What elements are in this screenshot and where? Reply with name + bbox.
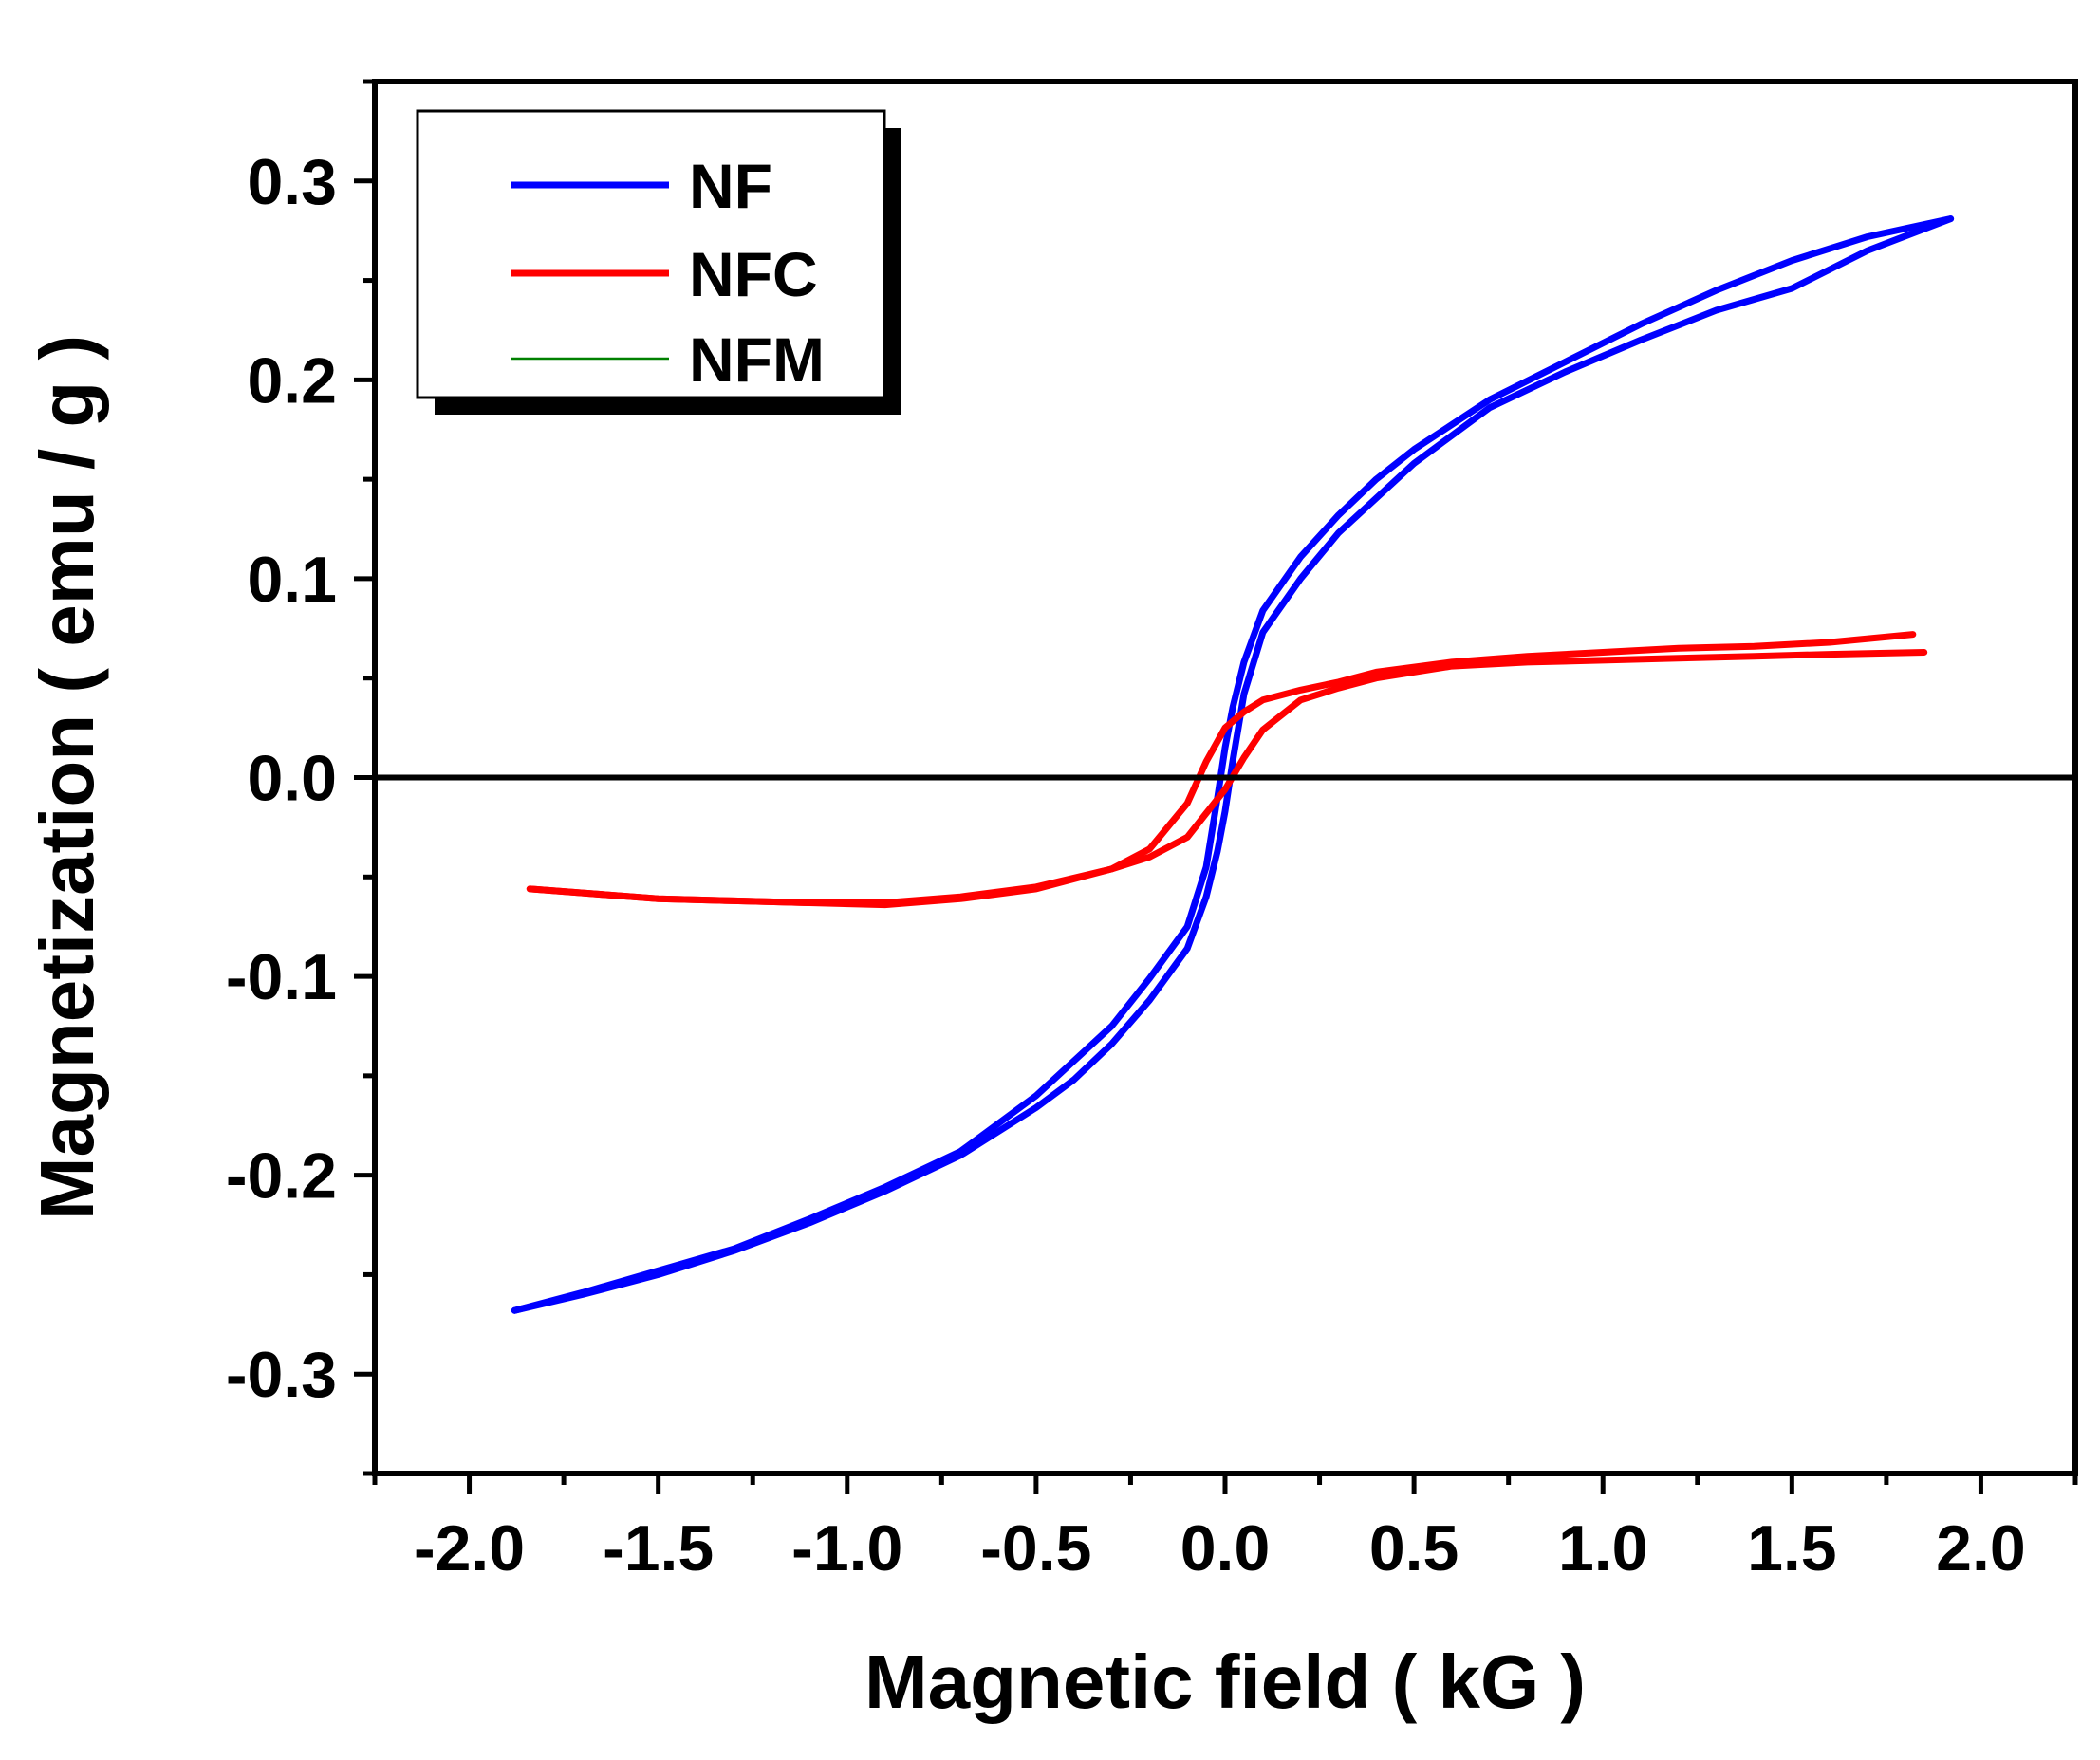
y-tick-label: 0.2 <box>247 344 337 417</box>
legend-label-nfc: NFC <box>689 239 818 309</box>
x-tick-label: -1.5 <box>603 1512 714 1584</box>
legend-label-nfm: NFM <box>689 324 825 395</box>
x-tick-label: 1.0 <box>1558 1512 1648 1584</box>
x-tick-label: 2.0 <box>1936 1512 2026 1584</box>
legend-box <box>416 109 886 399</box>
y-tick-label: 0.3 <box>247 146 337 218</box>
legend-label-nf: NF <box>689 151 772 221</box>
y-axis-title: Magnetization ( emu / g ) <box>25 335 109 1220</box>
y-tick-label: -0.1 <box>226 941 337 1013</box>
series-nfc-ascending-line <box>526 649 1928 906</box>
x-axis-title: Magnetic field ( kG ) <box>864 1640 1586 1724</box>
x-tick-label: 1.5 <box>1747 1512 1837 1584</box>
x-tick-label: 0.0 <box>1180 1512 1271 1584</box>
x-tick-label: 0.5 <box>1369 1512 1459 1584</box>
y-tick-label: 0.1 <box>247 544 337 616</box>
x-tick-label: -2.0 <box>414 1512 525 1584</box>
y-tick-label: 0.0 <box>247 743 337 815</box>
x-tick-label: -1.0 <box>791 1512 902 1584</box>
y-tick-label: -0.2 <box>226 1140 337 1213</box>
y-tick-label: -0.3 <box>226 1339 337 1411</box>
legend: NF NFC NFM <box>416 109 901 415</box>
ticks: -2.0 -1.5 -1.0 -0.5 0.0 0.5 1.0 1.5 2.0 -0.3 -0.2 -… <box>226 79 2078 1584</box>
curves <box>511 215 1955 1314</box>
series-nf-ascending-line <box>511 215 1955 1314</box>
x-tick-label: -0.5 <box>980 1512 1091 1584</box>
